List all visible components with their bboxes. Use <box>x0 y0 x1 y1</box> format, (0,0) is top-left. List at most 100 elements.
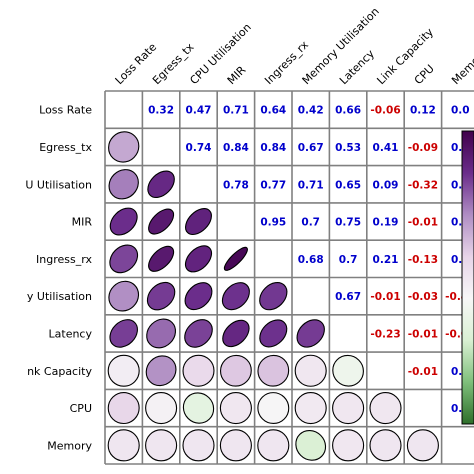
y-tick-label: nk Capacity <box>27 365 92 378</box>
y-tick-label: Loss Rate <box>39 104 92 117</box>
correlation-ellipse <box>222 319 250 348</box>
y-tick-label: Ingress_rx <box>36 253 92 266</box>
cell-value: 0.53 <box>335 142 361 154</box>
cell-value: 0.42 <box>298 105 324 117</box>
cell-value: 0.7 <box>339 254 358 266</box>
correlation-ellipse <box>109 319 138 348</box>
cell-value: 0.95 <box>260 217 286 229</box>
cell-value: 0.78 <box>223 179 249 191</box>
correlation-ellipse <box>107 354 140 387</box>
x-tick-label: Memory <box>449 46 474 87</box>
x-tick-label: CPU <box>412 62 437 87</box>
correlation-ellipse <box>259 319 288 348</box>
correlation-ellipse <box>146 281 176 311</box>
correlation-ellipse <box>257 392 290 425</box>
cell-value: -0.23 <box>370 328 400 340</box>
colorbar <box>461 130 474 425</box>
correlation-ellipse <box>406 429 439 462</box>
cell-value: 0.66 <box>335 105 361 117</box>
cell-value: 0.74 <box>186 142 212 154</box>
cell-value: -0.06 <box>370 105 400 117</box>
cell-value: -0.01 <box>408 328 438 340</box>
correlation-ellipse <box>257 354 290 387</box>
correlation-ellipse <box>257 429 290 462</box>
correlation-ellipse <box>182 354 215 387</box>
correlation-ellipse <box>107 429 140 462</box>
cell-value: -0.03 <box>408 291 438 303</box>
y-axis-labels: Loss Rate Egress_tx U Utilisation MIR Ingres… <box>25 104 92 453</box>
correlation-ellipse <box>184 319 213 348</box>
correlation-ellipse <box>294 392 327 425</box>
y-tick-label: MIR <box>72 216 93 229</box>
cell-value: 0.71 <box>223 105 249 117</box>
cell-value: 0.84 <box>223 142 249 154</box>
correlation-ellipse <box>182 429 215 462</box>
correlation-ellipse <box>148 208 175 235</box>
cell-value: -0.01 <box>408 217 438 229</box>
correlation-ellipse <box>146 318 177 349</box>
correlation-ellipse <box>184 245 213 273</box>
correlation-ellipse <box>145 355 177 387</box>
cell-value: -0.32 <box>408 179 438 191</box>
cell-value: 0.71 <box>298 179 324 191</box>
cell-value: 0.09 <box>373 179 399 191</box>
correlation-ellipse <box>145 429 178 462</box>
cell-value: 0.84 <box>260 142 286 154</box>
correlation-ellipse <box>108 169 139 200</box>
cell-value: 0.41 <box>373 142 399 154</box>
cell-value: 0.12 <box>410 105 436 117</box>
correlation-ellipse <box>369 392 402 425</box>
correlation-ellipse <box>219 392 252 425</box>
correlation-ellipse <box>295 429 327 461</box>
cell-value: 0.67 <box>298 142 324 154</box>
correlation-ellipse <box>182 392 215 424</box>
cell-value: 0.77 <box>260 179 286 191</box>
cell-value: 0.19 <box>373 217 399 229</box>
value-layer: 0.32 0.47 0.71 0.64 0.42 0.66 -0.06 0.12 0.0 0.74… <box>148 105 474 415</box>
correlation-ellipse <box>332 354 364 387</box>
cell-value: -0.09 <box>408 142 438 154</box>
correlation-ellipse <box>148 245 175 272</box>
cell-value: 0.7 <box>301 217 320 229</box>
cell-value: 0.68 <box>298 254 324 266</box>
correlation-ellipse <box>332 392 365 425</box>
correlation-ellipse <box>109 244 139 274</box>
y-tick-label: Latency <box>49 327 93 340</box>
y-tick-label: Memory <box>47 439 92 452</box>
cell-value: 0.64 <box>260 105 286 117</box>
correlation-ellipse <box>369 429 402 462</box>
correlation-ellipse <box>185 208 212 236</box>
cell-value: 0.65 <box>335 179 361 191</box>
correlation-ellipse <box>223 246 248 271</box>
cell-value: -0.01 <box>370 291 400 303</box>
correlation-ellipse <box>107 392 140 425</box>
correlation-ellipse <box>147 170 175 199</box>
ellipse-layer <box>107 131 439 462</box>
correlation-ellipse <box>184 282 213 311</box>
cell-value: 0.21 <box>373 254 399 266</box>
x-tick-label: Latency <box>337 47 377 87</box>
correlation-ellipse <box>221 282 250 311</box>
correlation-ellipse <box>219 429 252 462</box>
y-tick-label: CPU <box>70 402 92 415</box>
cell-value: 0.75 <box>335 217 361 229</box>
cell-value: 0.47 <box>186 105 212 117</box>
correlation-ellipse <box>219 354 252 387</box>
cell-value: 0.0 <box>451 105 470 117</box>
cell-value: -0.01 <box>408 366 438 378</box>
correlation-ellipse <box>294 354 327 387</box>
correlation-ellipse <box>108 280 140 312</box>
y-tick-label: Egress_tx <box>39 141 92 154</box>
colorbar-gradient <box>461 130 474 425</box>
correlation-ellipse <box>109 207 138 236</box>
cell-value: 0.32 <box>148 105 174 117</box>
x-tick-label: MIR <box>225 63 249 87</box>
correlation-ellipse <box>296 319 325 348</box>
cell-value: 0.67 <box>335 291 361 303</box>
grid-lines <box>104 90 474 465</box>
correlation-ellipse <box>332 429 365 462</box>
cell-value: -0.13 <box>408 254 438 266</box>
correlation-ellipse <box>145 392 178 425</box>
